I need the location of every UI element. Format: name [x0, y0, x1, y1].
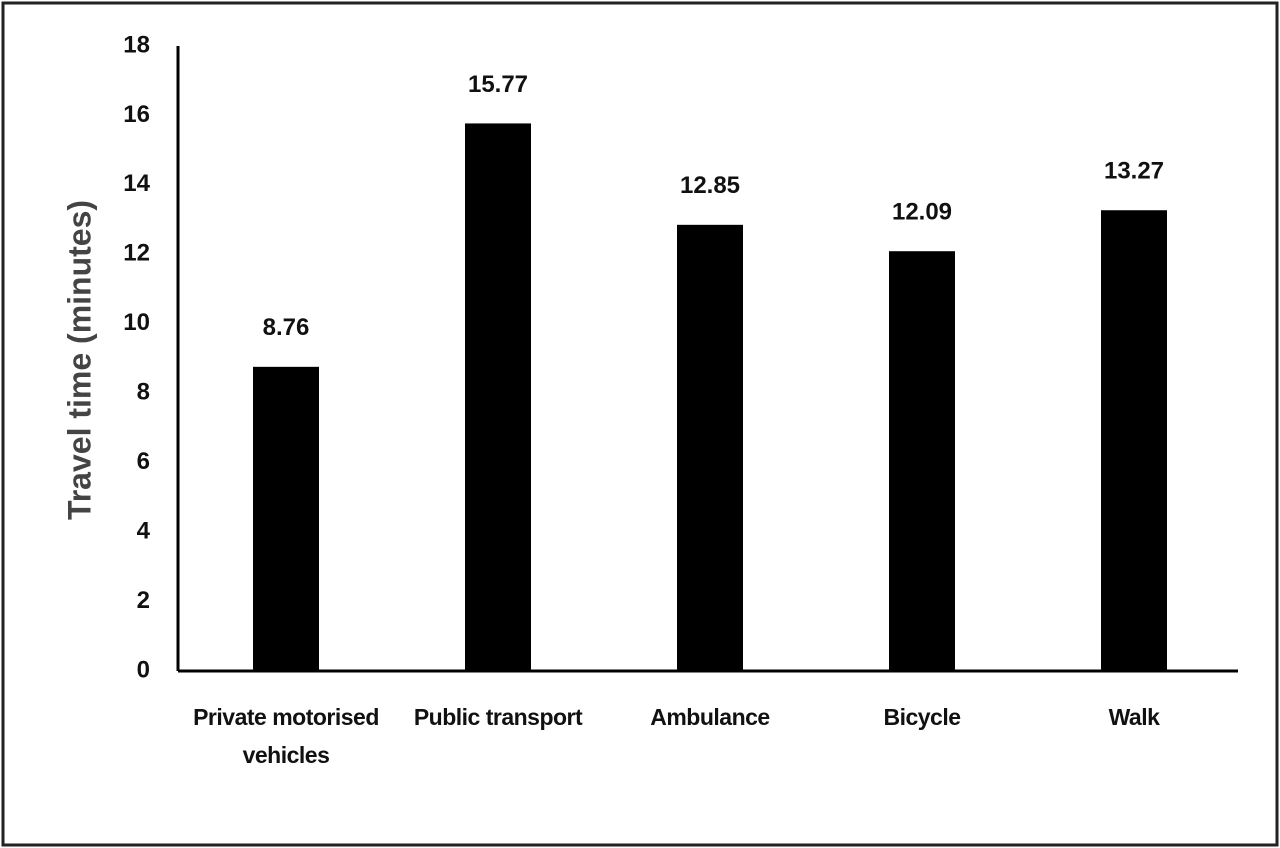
value-label: 15.77 [468, 71, 528, 98]
bar [253, 366, 319, 671]
y-tick-label: 12 [123, 240, 150, 267]
y-tick-label: 14 [123, 170, 150, 197]
value-label: 8.76 [263, 314, 310, 341]
x-tick-label: Ambulance [650, 704, 770, 730]
x-tick-label: Private motorised vehicles [193, 704, 379, 768]
y-tick-label: 0 [137, 656, 150, 683]
x-tick-label: Bicycle [883, 704, 961, 730]
x-tick-label: Walk [1108, 704, 1160, 730]
y-tick-label: 8 [137, 379, 150, 406]
value-label: 13.27 [1104, 158, 1164, 185]
y-tick-label: 6 [137, 448, 150, 475]
y-tick-label: 16 [123, 101, 150, 128]
value-label: 12.85 [680, 172, 740, 199]
y-axis-label: Travel time (minutes) [61, 200, 97, 520]
y-tick-label: 18 [123, 31, 150, 58]
x-tick-label: Public transport [413, 704, 583, 730]
bar [1101, 210, 1167, 671]
y-tick-label: 4 [137, 517, 151, 544]
y-tick-label: 2 [137, 587, 150, 614]
bar [465, 123, 531, 672]
bar [889, 251, 955, 672]
value-label: 12.09 [892, 199, 952, 226]
bar [677, 224, 743, 671]
y-tick-label: 10 [123, 309, 150, 336]
